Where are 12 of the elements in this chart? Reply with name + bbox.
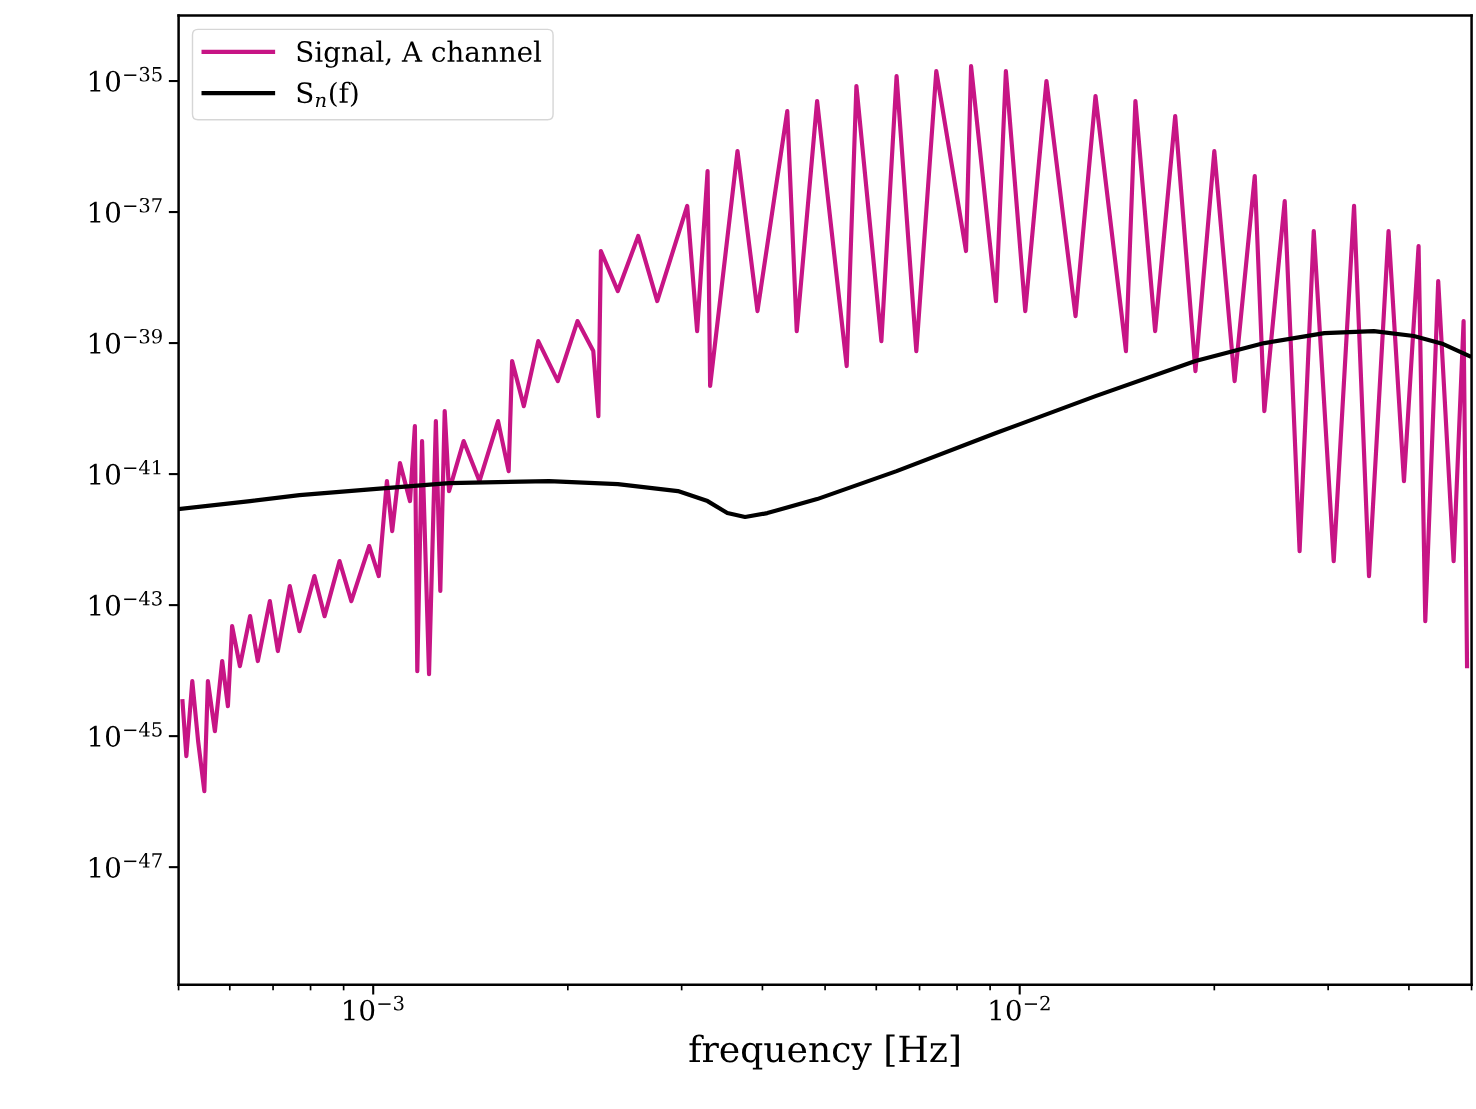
- legend-label: S$_{n}$(f): [297, 81, 358, 108]
- y-tick-label: 10$^{−35}$: [89, 66, 162, 92]
- y-tick-label: 10$^{−37}$: [89, 197, 162, 223]
- y-tick-label: 10$^{−47}$: [89, 852, 162, 878]
- x-tick-label: 10$^{−2}$: [990, 995, 1050, 1021]
- y-tick-label: 10$^{−45}$: [89, 721, 162, 747]
- y-tick-label: 10$^{−43}$: [89, 590, 162, 616]
- x-tick-label: 10$^{−3}$: [344, 995, 404, 1021]
- x-axis-title: frequency [Hz]: [689, 1034, 959, 1071]
- y-tick-label: 10$^{−41}$: [89, 459, 161, 485]
- y-tick-label: 10$^{−39}$: [89, 328, 162, 354]
- legend-label: Signal, A channel: [297, 40, 542, 68]
